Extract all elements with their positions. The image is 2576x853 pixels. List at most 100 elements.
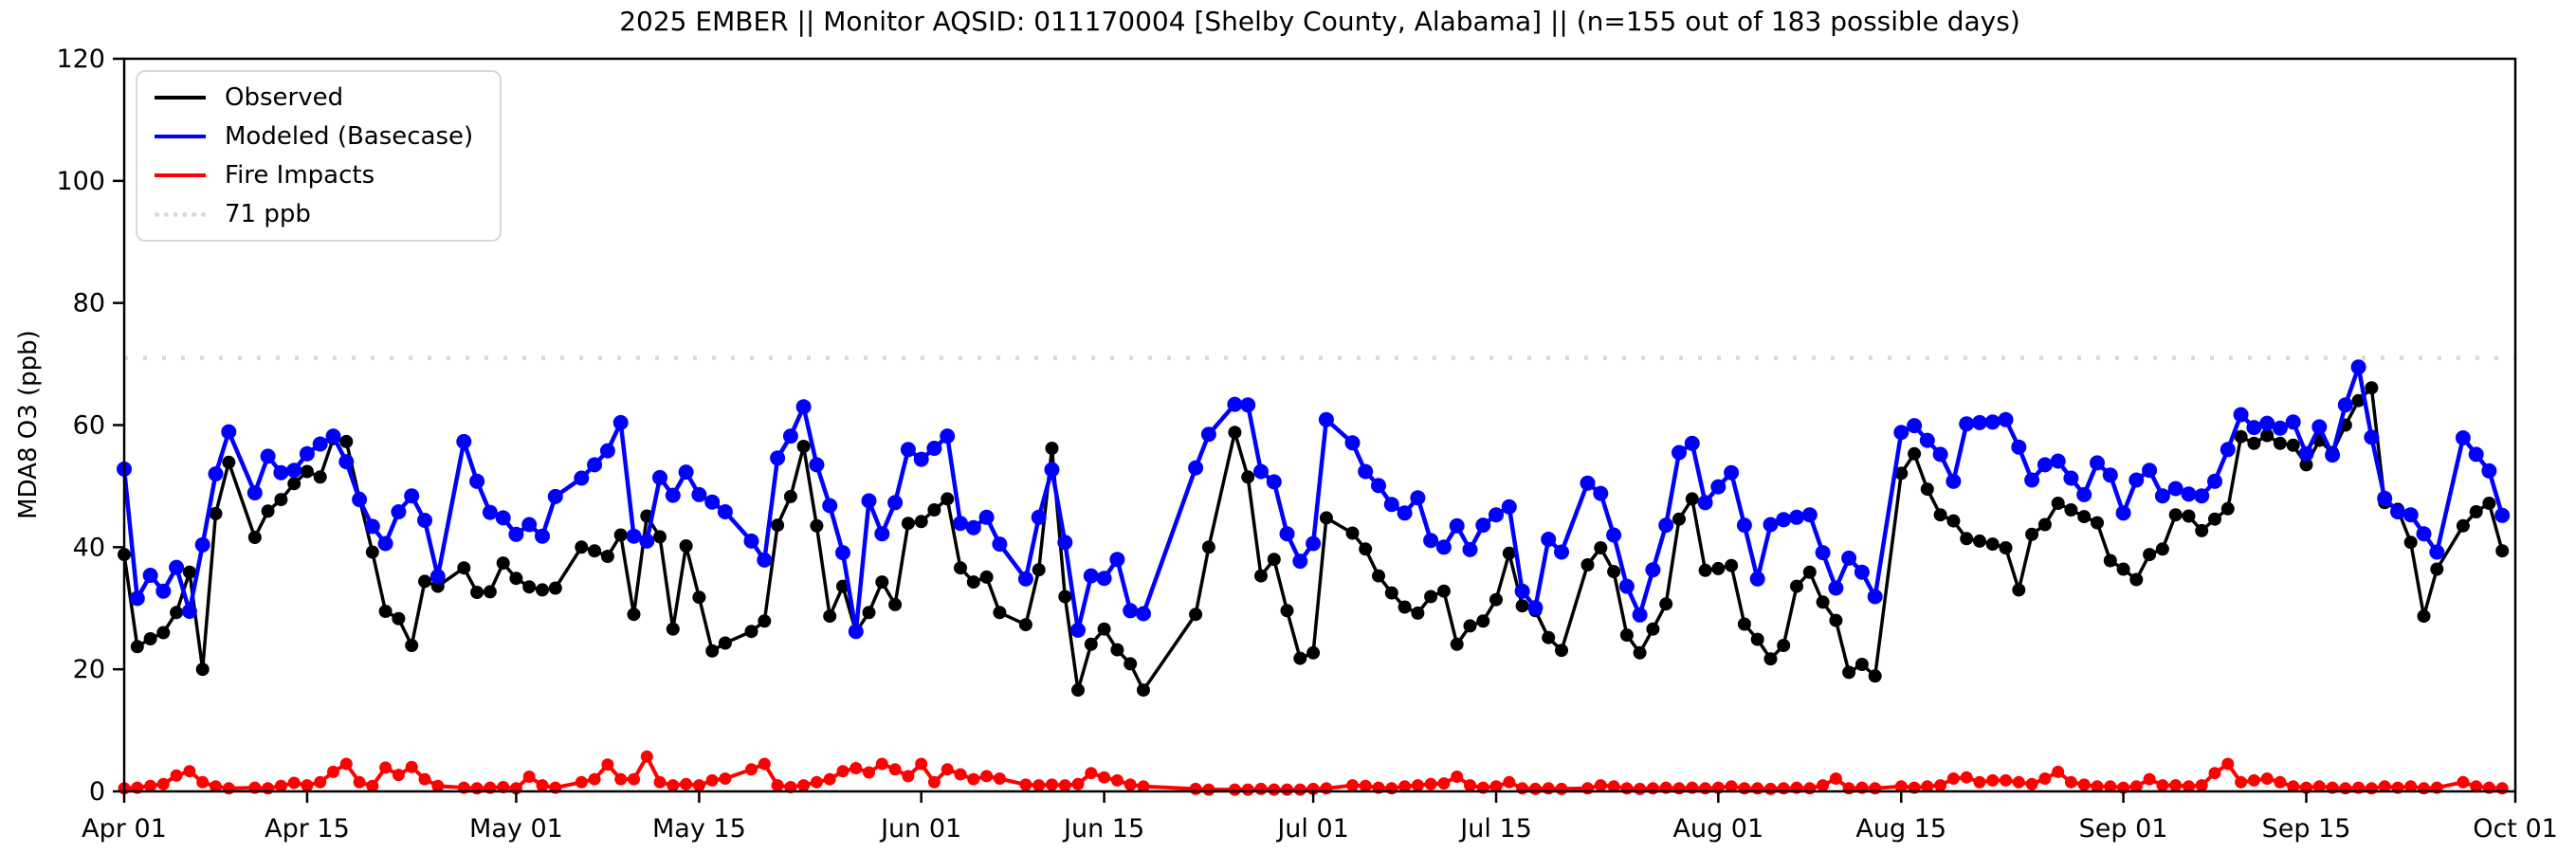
- data-point: [2050, 453, 2066, 469]
- data-point: [2129, 780, 2143, 793]
- data-point: [2311, 419, 2328, 435]
- data-point: [2091, 516, 2104, 530]
- data-point: [1867, 589, 1883, 605]
- data-point: [2312, 780, 2326, 793]
- data-point: [2220, 442, 2236, 458]
- data-point: [417, 513, 432, 528]
- data-point: [196, 775, 210, 789]
- data-point: [1266, 474, 1282, 490]
- data-point: [1201, 540, 1215, 554]
- data-point: [301, 779, 314, 792]
- data-point: [2169, 779, 2183, 792]
- data-point: [1658, 517, 1674, 534]
- data-point: [2102, 467, 2118, 483]
- data-point: [1920, 482, 1934, 497]
- data-point: [1240, 397, 1256, 413]
- data-point: [1017, 571, 1033, 587]
- data-point: [1842, 665, 1856, 680]
- data-point: [1397, 505, 1413, 521]
- data-point: [600, 550, 614, 563]
- data-point: [692, 590, 706, 605]
- data-point: [2481, 463, 2497, 479]
- data-point: [1241, 470, 1255, 484]
- data-point: [392, 611, 406, 626]
- data-point: [1371, 478, 1386, 494]
- data-point: [810, 518, 824, 533]
- data-point: [170, 769, 183, 782]
- x-tick-label: Apr 15: [265, 814, 350, 844]
- data-point: [705, 644, 720, 658]
- data-point: [652, 469, 667, 485]
- data-point: [1489, 780, 1503, 793]
- data-point: [1450, 637, 1464, 651]
- data-point: [1829, 772, 1842, 785]
- data-point: [1973, 775, 1986, 789]
- data-point: [2470, 780, 2483, 793]
- data-point: [1200, 426, 1216, 443]
- data-point: [850, 762, 863, 774]
- data-point: [522, 771, 536, 783]
- data-point: [574, 470, 590, 486]
- y-tick-label: 60: [73, 411, 105, 441]
- data-point: [705, 773, 719, 787]
- data-point: [979, 570, 994, 584]
- data-point: [1893, 425, 1909, 441]
- data-point: [1254, 782, 1268, 795]
- data-point: [1462, 541, 1478, 557]
- data-point: [1319, 511, 1333, 525]
- data-point: [1593, 485, 1609, 501]
- data-point: [941, 763, 954, 776]
- data-point: [601, 758, 614, 771]
- data-point: [575, 540, 589, 554]
- data-point: [1725, 780, 1738, 793]
- data-point: [1842, 782, 1855, 795]
- data-point: [719, 772, 732, 785]
- data-point: [953, 516, 968, 532]
- data-point: [993, 772, 1006, 785]
- data-point: [1188, 460, 1204, 476]
- legend: Observed Modeled (Basecase) Fire Impacts…: [136, 70, 502, 242]
- data-point: [2351, 393, 2366, 408]
- data-point: [377, 535, 393, 552]
- data-point: [1528, 782, 1542, 795]
- data-point: [2024, 472, 2040, 488]
- data-point: [1359, 779, 1372, 792]
- data-point: [1555, 782, 1568, 795]
- data-point: [978, 509, 995, 525]
- data-point: [1763, 652, 1778, 666]
- data-point: [1281, 783, 1293, 796]
- data-point: [927, 775, 941, 789]
- data-point: [1463, 619, 1477, 633]
- data-point: [2000, 773, 2012, 787]
- data-point: [1292, 554, 1308, 570]
- data-point: [640, 750, 653, 763]
- data-point: [667, 779, 680, 792]
- data-point: [1345, 526, 1360, 540]
- data-point: [965, 519, 981, 535]
- data-point: [404, 488, 420, 504]
- data-point: [1789, 509, 1804, 525]
- data-point: [796, 440, 811, 453]
- data-point: [1437, 777, 1451, 790]
- data-point: [1908, 446, 1922, 461]
- x-tick-label: Oct 01: [2473, 814, 2558, 844]
- data-point: [1738, 782, 1751, 795]
- data-point: [1933, 508, 1947, 522]
- data-point: [1502, 546, 1516, 560]
- x-tick-label: Jun 01: [879, 814, 961, 844]
- legend-item-observed: Observed: [155, 83, 473, 112]
- data-point: [1986, 773, 2000, 787]
- data-point: [2183, 780, 2195, 793]
- data-point: [169, 559, 185, 575]
- data-point: [1202, 783, 1215, 796]
- x-tick-label: May 15: [652, 814, 746, 844]
- data-point: [2287, 780, 2300, 793]
- data-point: [221, 424, 237, 440]
- data-point: [2494, 507, 2511, 523]
- data-point: [2233, 407, 2249, 423]
- data-point: [2077, 510, 2092, 524]
- data-point: [704, 494, 721, 510]
- data-point: [338, 454, 355, 470]
- data-point: [2077, 778, 2091, 791]
- data-point: [364, 518, 380, 535]
